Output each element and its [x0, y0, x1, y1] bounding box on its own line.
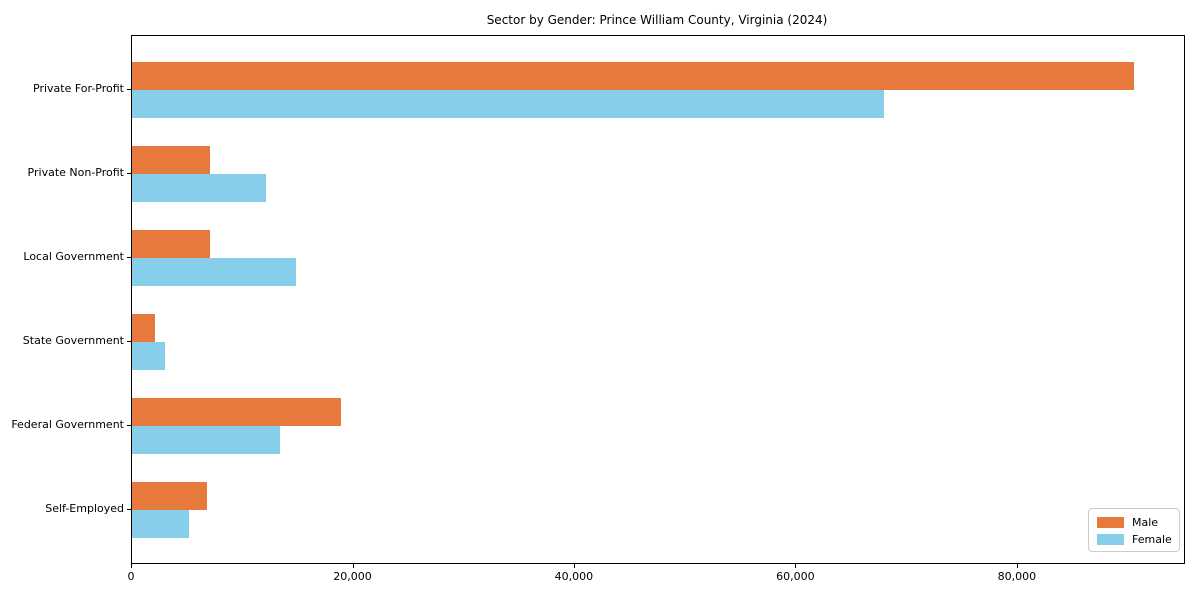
bar-female-2 [132, 258, 296, 286]
x-tick-0 [131, 564, 132, 568]
y-tick-0 [127, 89, 131, 90]
y-tick-2 [127, 257, 131, 258]
x-tick-3 [795, 564, 797, 568]
x-tick-label-3: 60,000 [776, 570, 815, 583]
chart-title: Sector by Gender: Prince William County,… [486, 13, 828, 27]
bar-male-4 [132, 398, 342, 426]
y-tick-label-2: Local Government [23, 250, 124, 263]
x-tick-label-1: 20,000 [333, 570, 372, 583]
y-tick-3 [127, 341, 131, 342]
x-tick-2 [573, 564, 575, 568]
bar-female-4 [132, 426, 281, 454]
y-tick-4 [127, 425, 131, 426]
y-tick-label-0: Private For-Profit [33, 82, 124, 95]
bar-male-1 [132, 146, 210, 174]
x-tick-4 [1016, 564, 1018, 568]
bar-male-0 [132, 62, 1135, 90]
legend-item-female: Female [1097, 531, 1179, 548]
y-tick-1 [127, 173, 131, 174]
x-tick-label-0: 0 [127, 570, 135, 583]
y-tick-label-1: Private Non-Profit [27, 166, 124, 179]
bar-male-2 [132, 230, 210, 258]
legend-label-female: Female [1132, 533, 1172, 546]
y-tick-5 [127, 509, 131, 510]
x-tick-1 [352, 564, 354, 568]
bar-female-5 [132, 510, 189, 538]
y-tick-label-3: State Government [22, 334, 124, 347]
legend-label-male: Male [1132, 516, 1159, 529]
bar-female-3 [132, 342, 166, 370]
x-tick-label-2: 40,000 [554, 570, 594, 583]
bar-female-1 [132, 174, 266, 202]
legend-swatch-female [1097, 534, 1124, 545]
plot-area [131, 35, 1185, 564]
bar-male-5 [132, 482, 208, 510]
legend-swatch-male [1097, 517, 1124, 528]
legend: Male Female [1088, 508, 1180, 552]
y-tick-label-4: Federal Government [11, 418, 124, 431]
y-tick-label-5: Self-Employed [45, 502, 124, 515]
bar-female-0 [132, 90, 884, 118]
bar-male-3 [132, 314, 156, 342]
x-tick-label-4: 80,000 [997, 570, 1037, 583]
legend-item-male: Male [1097, 514, 1179, 531]
